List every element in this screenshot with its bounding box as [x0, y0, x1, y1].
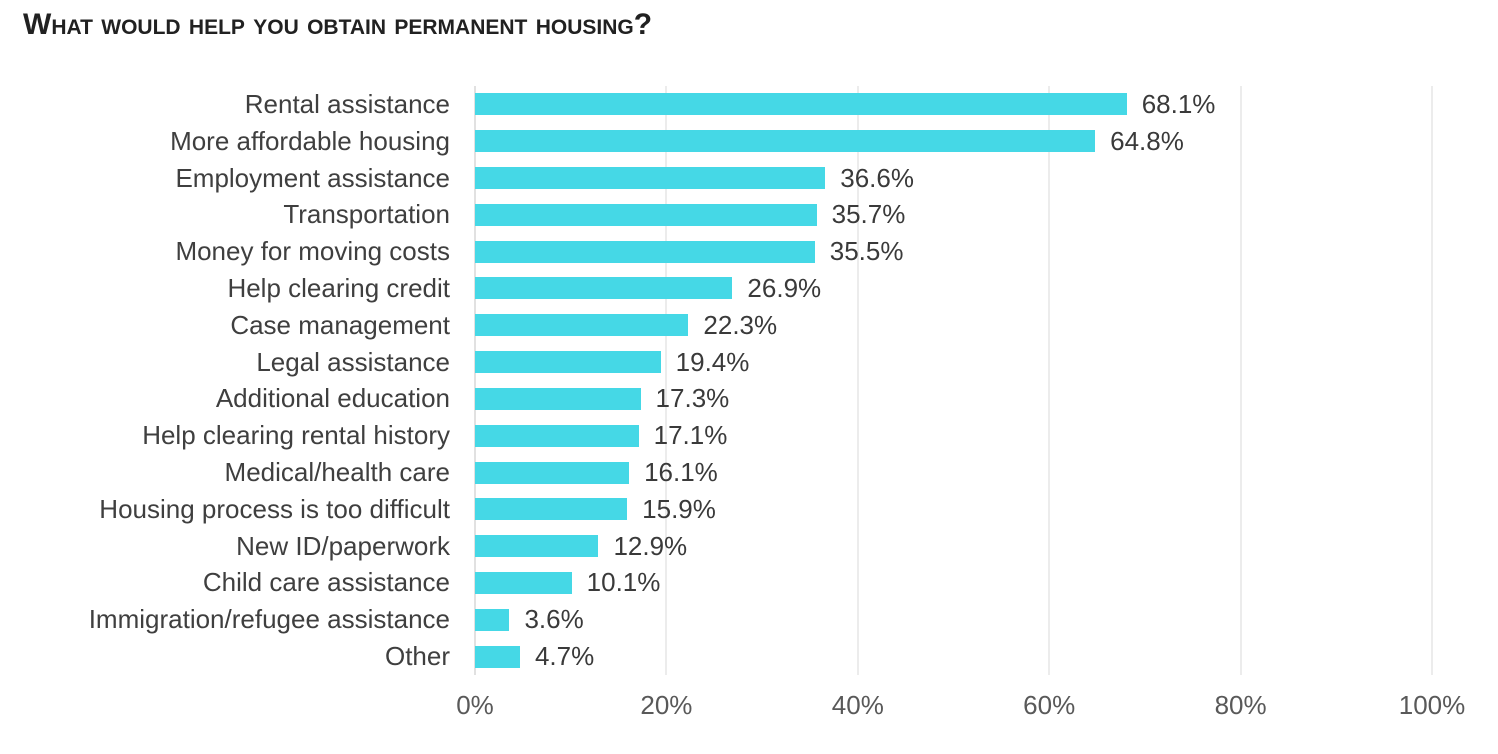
bar-track: 4.7%	[475, 638, 1432, 675]
bar	[475, 314, 689, 337]
bar-row: More affordable housing 64.8%	[0, 123, 1432, 160]
bar-track: 35.7%	[475, 196, 1432, 233]
bar	[475, 461, 630, 484]
gridline	[665, 86, 667, 675]
bar-row: Immigration/refugee assistance 3.6%	[0, 601, 1432, 638]
category-label: Help clearing rental history	[142, 420, 450, 451]
bar-row: Rental assistance 68.1%	[0, 86, 1432, 123]
value-label: 17.1%	[653, 420, 728, 451]
bar-row: Money for moving costs 35.5%	[0, 233, 1432, 270]
gridlines	[474, 86, 1433, 675]
x-axis-tick-label: 100%	[1398, 690, 1466, 720]
bar-row: Case management 22.3%	[0, 307, 1432, 344]
value-label: 26.9%	[747, 272, 822, 303]
value-label: 35.5%	[829, 236, 904, 267]
bar-track: 19.4%	[475, 344, 1432, 381]
value-label: 35.7%	[831, 199, 906, 230]
bar-row: Help clearing credit 26.9%	[0, 270, 1432, 307]
bar-track: 17.1%	[475, 417, 1432, 454]
category-label: Transportation	[283, 199, 450, 230]
bar-track: 26.9%	[475, 270, 1432, 307]
y-axis-line	[474, 86, 476, 675]
plot-area: Rental assistance 68.1% More affordable ho…	[0, 86, 1433, 675]
category-label: Additional education	[215, 383, 450, 414]
value-label: 22.3%	[703, 309, 778, 340]
x-axis-tick-label: 20%	[640, 690, 693, 720]
x-axis-tick-label: 60%	[1023, 690, 1076, 720]
bar	[475, 571, 572, 594]
value-label: 10.1%	[586, 567, 661, 598]
bar-row: Transportation 35.7%	[0, 196, 1432, 233]
gridline	[1431, 86, 1433, 675]
bar	[475, 387, 641, 410]
category-label: Case management	[230, 309, 450, 340]
bar	[475, 277, 733, 300]
value-label: 3.6%	[524, 604, 584, 635]
bar	[475, 240, 815, 263]
bar-track: 35.5%	[475, 233, 1432, 270]
x-axis-tick-label: 0%	[456, 690, 494, 720]
bar	[475, 535, 599, 558]
bar-row: Medical/health care 16.1%	[0, 454, 1432, 491]
value-label: 17.3%	[655, 383, 730, 414]
category-label: Immigration/refugee assistance	[88, 604, 450, 635]
category-label: Child care assistance	[202, 567, 450, 598]
bar-track: 16.1%	[475, 454, 1432, 491]
bar-track: 12.9%	[475, 528, 1432, 565]
value-label: 15.9%	[642, 493, 716, 524]
category-label: Other	[384, 641, 450, 672]
x-axis-tick-label: 80%	[1214, 690, 1267, 720]
value-label: 4.7%	[534, 641, 595, 672]
category-label: More affordable housing	[170, 125, 450, 156]
category-label: Medical/health care	[224, 457, 450, 488]
bar	[475, 645, 520, 668]
bar-row: Additional education 17.3%	[0, 381, 1432, 418]
value-label: 36.6%	[840, 162, 914, 193]
bar	[475, 203, 817, 226]
bar	[475, 351, 661, 374]
bar-row: Other 4.7%	[0, 638, 1432, 675]
bar-row: Legal assistance 19.4%	[0, 344, 1432, 381]
value-label: 64.8%	[1110, 125, 1184, 156]
category-label: Housing process is too difficult	[99, 493, 450, 524]
bar	[475, 167, 826, 190]
category-label: Money for moving costs	[175, 236, 450, 267]
bar-row: Help clearing rental history 17.1%	[0, 417, 1432, 454]
bar	[475, 424, 639, 447]
bar-track: 64.8%	[475, 123, 1432, 160]
bar-row: New ID/paperwork 12.9%	[0, 528, 1432, 565]
gridline	[1240, 86, 1242, 675]
gridline	[857, 86, 859, 675]
bar	[475, 608, 510, 631]
x-axis-tick-label: 40%	[831, 690, 884, 720]
bar-row: Employment assistance 36.6%	[0, 160, 1432, 197]
bar-track: 36.6%	[475, 160, 1432, 197]
category-label: New ID/paperwork	[236, 530, 450, 561]
value-label: 19.4%	[675, 346, 750, 377]
x-axis: 0% 20% 40% 60% 80% 100%	[456, 690, 1465, 730]
bar	[475, 130, 1096, 153]
value-label: 16.1%	[644, 457, 718, 488]
bar-track: 3.6%	[475, 601, 1432, 638]
bar-track: 15.9%	[475, 491, 1432, 528]
bar	[475, 498, 628, 521]
bar-track: 68.1%	[475, 86, 1432, 123]
bar-row: Child care assistance 10.1%	[0, 565, 1432, 602]
bar-row: Housing process is too difficult 15.9%	[0, 491, 1432, 528]
bar-track: 22.3%	[475, 307, 1432, 344]
bar-track: 17.3%	[475, 381, 1432, 418]
category-label: Legal assistance	[256, 346, 450, 377]
value-label: 12.9%	[613, 530, 688, 561]
bar-track: 10.1%	[475, 565, 1432, 602]
bar	[475, 93, 1127, 116]
category-label: Rental assistance	[244, 88, 450, 119]
category-label: Help clearing credit	[227, 272, 450, 303]
category-label: Employment assistance	[175, 162, 450, 193]
bar-rows: Rental assistance 68.1% More affordable ho…	[0, 86, 1432, 675]
gridline	[1048, 86, 1050, 675]
chart-title: What would help you obtain permanent hou…	[23, 8, 653, 41]
value-label: 68.1%	[1141, 88, 1216, 119]
